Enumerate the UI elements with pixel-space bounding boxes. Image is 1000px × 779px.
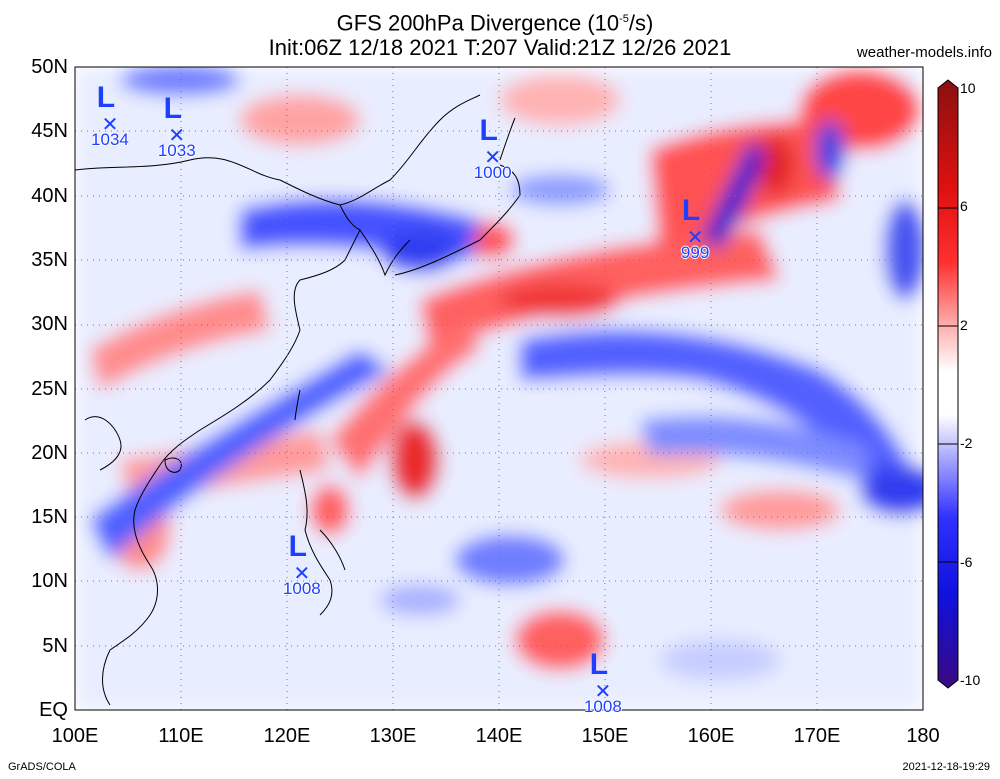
low-letter: L: [96, 80, 116, 114]
x-tick-label: 110E: [158, 725, 204, 747]
low-center-x-icon: ✕: [293, 562, 311, 585]
low-center-x-icon: ✕: [594, 680, 612, 703]
x-tick-label: 100E: [51, 725, 99, 747]
low-pressure-value: 1033: [157, 141, 196, 161]
footer-credit: GrADS/COLA: [8, 761, 76, 773]
colorbar-tick-label: 2: [960, 316, 968, 333]
y-tick-label: EQ: [39, 699, 68, 721]
low-pressure-value: 1000: [473, 163, 512, 183]
low-letter: L: [589, 647, 609, 681]
x-tick-label: 120E: [263, 725, 311, 747]
x-tick-label: 130E: [369, 725, 417, 747]
low-center-x-icon: ✕: [101, 113, 119, 136]
colorbar-tick-label: 6: [960, 198, 968, 215]
x-tick-label: 150E: [581, 725, 629, 747]
x-tick-label: 170E: [793, 725, 841, 747]
low-pressure-value: 1034: [91, 129, 129, 149]
y-tick-label: 20N: [31, 441, 68, 464]
low-pressure-value: 1008: [583, 696, 622, 716]
y-tick-label: 25N: [31, 377, 68, 400]
colorbar-tick-label: -6: [960, 553, 973, 570]
colorbar-tick-label: -2: [960, 435, 973, 452]
site-credit: weather-models.info: [856, 44, 992, 61]
x-tick-label: 180: [906, 725, 940, 747]
footer-timestamp: 2021-12-18-19:29: [902, 761, 990, 773]
low-letter: L: [288, 529, 307, 563]
low-letter: L: [479, 114, 498, 148]
y-tick-label: 35N: [31, 248, 68, 271]
y-tick-label: 45N: [31, 120, 68, 143]
low-center-x-icon: ✕: [168, 125, 186, 148]
y-tick-label: 5N: [42, 634, 68, 657]
chart-title: GFS 200hPa Divergence (10-5/s): [336, 10, 654, 36]
low-letter: L: [163, 92, 182, 126]
y-tick-label: 40N: [31, 184, 68, 207]
low-pressure-value: 999: [680, 243, 710, 263]
chart-subtitle: Init:06Z 12/18 2021 T:207 Valid:21Z 12/2…: [268, 35, 732, 60]
divergence-field: [75, 67, 923, 710]
y-tick-label: 50N: [31, 56, 68, 78]
low-center-x-icon: ✕: [686, 227, 704, 250]
colorbar-tick-label: -10: [960, 672, 981, 688]
colorbar-tick-label: 10: [960, 80, 976, 96]
y-tick-label: 15N: [31, 506, 68, 529]
y-tick-label: 10N: [31, 570, 68, 593]
colorbar: [937, 79, 959, 689]
plot-frame: [74, 66, 924, 711]
x-tick-label: 160E: [687, 725, 735, 747]
low-pressure-value: 1008: [282, 578, 321, 598]
y-tick-label: 30N: [31, 313, 68, 336]
low-center-x-icon: ✕: [484, 147, 501, 170]
low-letter: L: [681, 194, 701, 228]
x-tick-label: 140E: [475, 725, 523, 747]
